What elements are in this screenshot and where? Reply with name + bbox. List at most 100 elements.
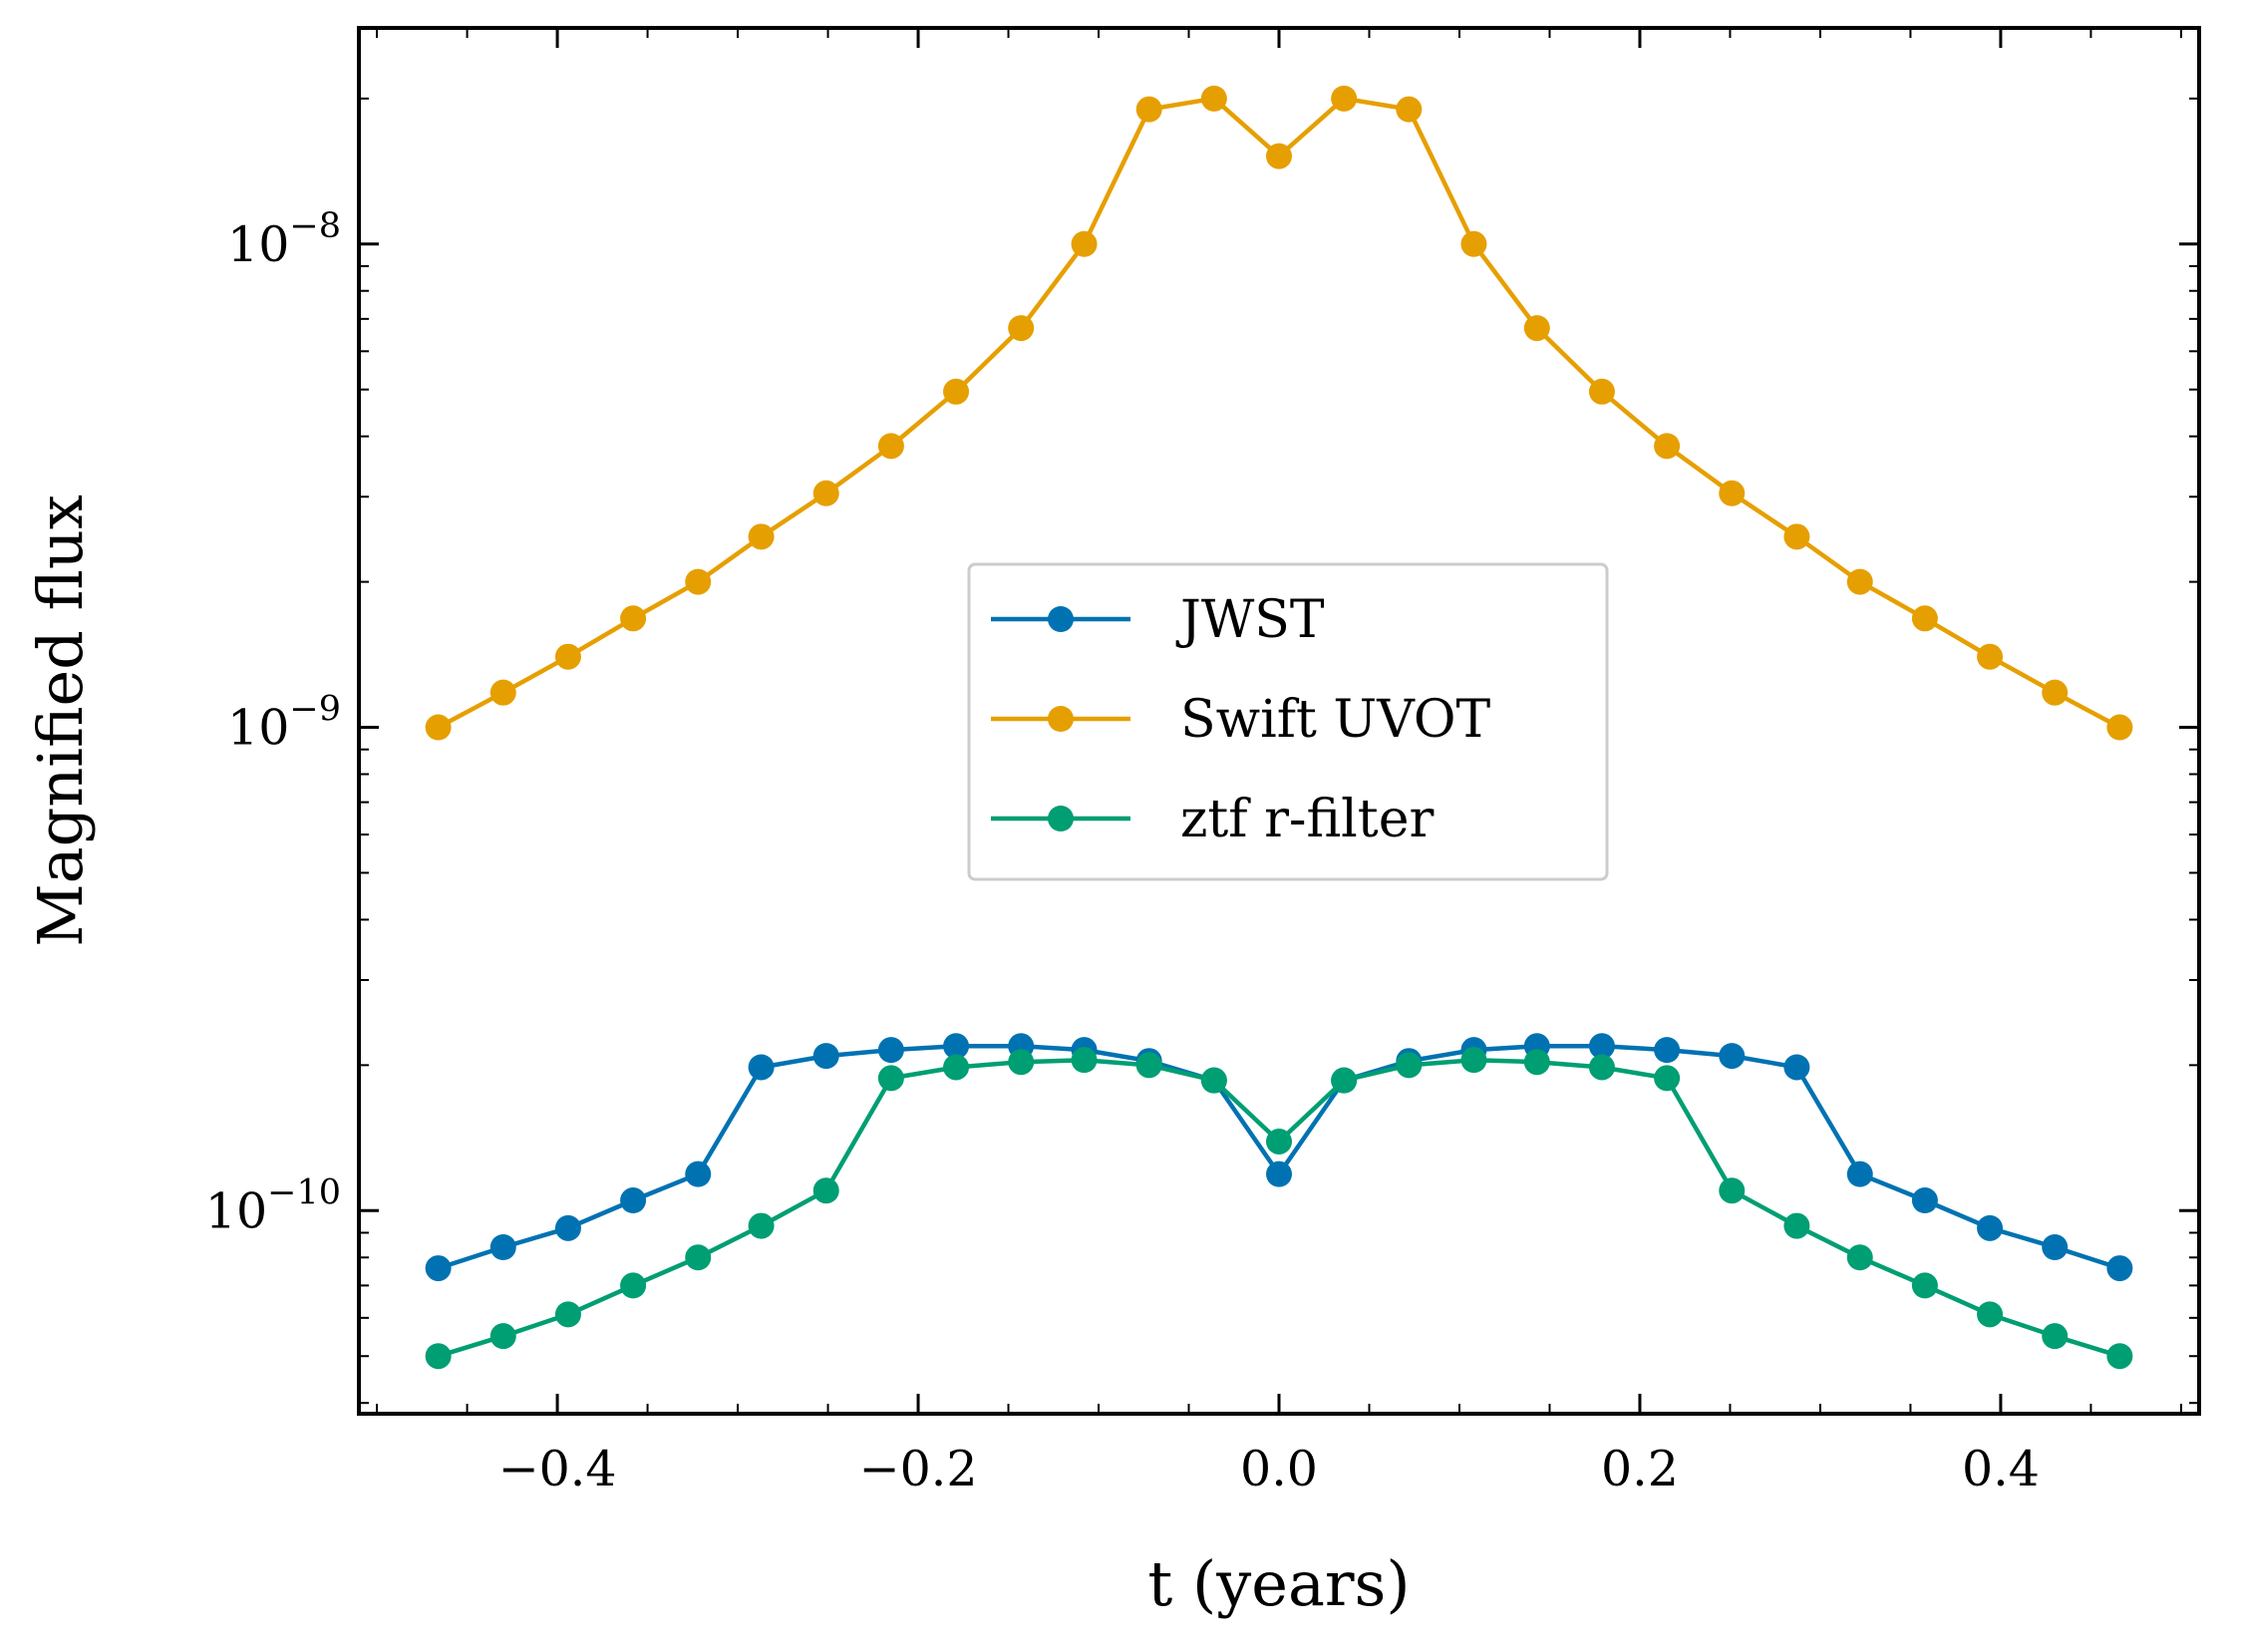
x-tick-label: 0.0 [1240, 1441, 1318, 1497]
data-point-swift-uvot [1911, 605, 1938, 632]
legend-box [967, 562, 1609, 881]
y-tick-label: 10−9 [227, 690, 341, 757]
data-point-swift-uvot [943, 378, 970, 405]
data-point-jwst [2042, 1234, 2069, 1261]
data-point-jwst [1719, 1043, 1746, 1070]
data-point-jwst [1846, 1160, 1873, 1187]
data-point-jwst [554, 1214, 581, 1241]
data-point-ztf-r-filter [1523, 1049, 1550, 1076]
data-point-swift-uvot [1200, 85, 1227, 112]
data-point-swift-uvot [2042, 679, 2069, 706]
y-tick-exponent: −10 [267, 1172, 341, 1212]
data-point-jwst [1783, 1054, 1810, 1081]
legend-label-jwst: JWST [1175, 590, 1325, 650]
data-point-swift-uvot [1977, 643, 2004, 670]
y-tick-base: 10 [227, 700, 289, 757]
data-point-ztf-r-filter [425, 1343, 452, 1370]
data-point-ztf-r-filter [1460, 1047, 1487, 1074]
x-tick-label: −0.4 [498, 1441, 617, 1497]
data-point-ztf-r-filter [1654, 1065, 1681, 1092]
legend-label-ztf-r-filter: ztf r-filter [1180, 790, 1434, 849]
y-tick-exponent: −9 [289, 690, 341, 730]
data-point-ztf-r-filter [1719, 1177, 1746, 1204]
data-point-ztf-r-filter [1135, 1052, 1162, 1079]
legend-marker-ztf-r-filter [1048, 806, 1074, 831]
data-point-jwst [877, 1037, 904, 1064]
y-tick-label: 10−8 [227, 206, 341, 273]
data-point-ztf-r-filter [554, 1301, 581, 1328]
data-point-swift-uvot [1654, 433, 1681, 460]
data-point-swift-uvot [748, 523, 775, 550]
data-point-swift-uvot [554, 643, 581, 670]
series-line-jwst [437, 1044, 2121, 1271]
data-point-jwst [1911, 1187, 1938, 1214]
data-point-swift-uvot [877, 433, 904, 460]
data-point-ztf-r-filter [1331, 1067, 1358, 1094]
data-point-swift-uvot [1846, 568, 1873, 595]
data-point-ztf-r-filter [1846, 1244, 1873, 1271]
plot-frame [357, 26, 2201, 1416]
data-point-ztf-r-filter [2106, 1343, 2133, 1370]
y-tick-base: 10 [205, 1182, 267, 1239]
data-point-ztf-r-filter [685, 1244, 712, 1271]
data-point-ztf-r-filter [1071, 1047, 1098, 1074]
data-point-swift-uvot [2106, 714, 2133, 741]
y-axis-label: Magnified flux [24, 495, 97, 947]
data-point-jwst [2106, 1255, 2133, 1282]
axis-ticks [359, 28, 2199, 1414]
data-point-ztf-r-filter [1266, 1128, 1292, 1155]
data-point-ztf-r-filter [943, 1054, 970, 1081]
data-point-jwst [1266, 1160, 1292, 1187]
legend-marker-jwst [1048, 606, 1074, 632]
data-point-swift-uvot [425, 714, 452, 741]
x-tick-label: −0.2 [859, 1441, 978, 1497]
plot-marks [425, 85, 2133, 1370]
data-point-ztf-r-filter [1911, 1272, 1938, 1299]
data-point-jwst [620, 1187, 647, 1214]
data-point-swift-uvot [1719, 480, 1746, 506]
data-point-swift-uvot [1135, 96, 1162, 123]
data-point-ztf-r-filter [812, 1177, 839, 1204]
data-point-jwst [489, 1234, 516, 1261]
data-point-swift-uvot [1266, 143, 1292, 169]
data-point-swift-uvot [1460, 230, 1487, 257]
data-point-swift-uvot [1523, 315, 1550, 342]
y-tick-label: 10−10 [205, 1172, 341, 1239]
data-point-jwst [748, 1054, 775, 1081]
y-tick-exponent: −8 [289, 206, 341, 246]
data-point-ztf-r-filter [1008, 1049, 1035, 1076]
data-point-jwst [1588, 1033, 1615, 1060]
data-point-jwst [425, 1255, 452, 1282]
y-tick-base: 10 [227, 216, 289, 273]
data-point-jwst [685, 1160, 712, 1187]
data-point-jwst [1977, 1214, 2004, 1241]
data-point-swift-uvot [1396, 96, 1423, 123]
data-point-ztf-r-filter [1783, 1212, 1810, 1239]
data-point-swift-uvot [1588, 378, 1615, 405]
data-point-swift-uvot [685, 568, 712, 595]
data-point-ztf-r-filter [1977, 1301, 2004, 1328]
data-point-ztf-r-filter [1396, 1052, 1423, 1079]
x-tick-label: 0.4 [1962, 1441, 2040, 1497]
data-point-swift-uvot [1331, 85, 1358, 112]
data-point-jwst [1654, 1037, 1681, 1064]
data-point-swift-uvot [1008, 315, 1035, 342]
data-point-ztf-r-filter [1200, 1067, 1227, 1094]
data-point-swift-uvot [489, 679, 516, 706]
legend: JWST Swift UVOT ztf r-filter [967, 562, 1609, 881]
data-point-swift-uvot [812, 480, 839, 506]
data-point-ztf-r-filter [489, 1323, 516, 1350]
data-point-ztf-r-filter [1588, 1054, 1615, 1081]
data-point-swift-uvot [1783, 523, 1810, 550]
data-point-swift-uvot [1071, 230, 1098, 257]
legend-marker-swift-uvot [1048, 706, 1074, 732]
data-point-ztf-r-filter [877, 1065, 904, 1092]
data-point-jwst [943, 1033, 970, 1060]
data-point-ztf-r-filter [620, 1272, 647, 1299]
data-point-swift-uvot [620, 605, 647, 632]
data-point-ztf-r-filter [748, 1212, 775, 1239]
x-axis-label: t (years) [1147, 1547, 1410, 1620]
data-point-ztf-r-filter [2042, 1323, 2069, 1350]
